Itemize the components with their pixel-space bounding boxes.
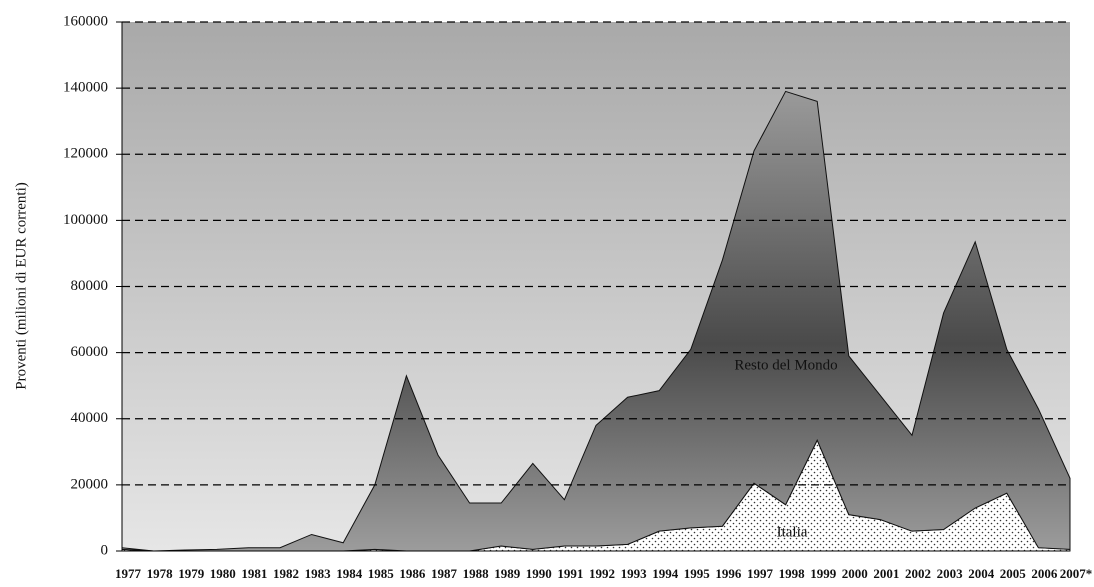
series-label: Italia — [777, 524, 808, 540]
y-tick-label: 40000 — [71, 410, 109, 426]
x-tick-label: 1991 — [557, 566, 583, 581]
y-tick-label: 20000 — [71, 476, 109, 492]
x-tick-label: 2002 — [905, 566, 931, 581]
x-tick-label: 2003 — [937, 566, 964, 581]
x-tick-label: 2006 — [1031, 566, 1058, 581]
x-tick-label: 1982 — [273, 566, 299, 581]
y-tick-label: 160000 — [63, 13, 108, 29]
y-tick-label: 140000 — [63, 80, 108, 96]
x-tick-label: 1992 — [589, 566, 615, 581]
y-tick-label: 120000 — [63, 146, 108, 162]
x-tick-label: 1997 — [747, 566, 774, 581]
x-tick-label: 1988 — [463, 566, 490, 581]
x-tick-label: 1994 — [652, 566, 679, 581]
x-tick-label: 1987 — [431, 566, 458, 581]
y-tick-label: 80000 — [71, 278, 109, 294]
x-tick-label: 1977 — [115, 566, 142, 581]
x-tick-label: 1989 — [494, 566, 521, 581]
x-tick-label: 2000 — [842, 566, 868, 581]
x-tick-label: 1983 — [305, 566, 332, 581]
x-tick-label: 1981 — [241, 566, 267, 581]
x-tick-label: 1979 — [178, 566, 205, 581]
x-tick-label: 1980 — [210, 566, 236, 581]
x-tick-label: 2004 — [968, 566, 995, 581]
x-tick-label: 1985 — [368, 566, 395, 581]
x-tick-label: 1995 — [684, 566, 711, 581]
y-tick-label: 0 — [101, 542, 109, 558]
x-tick-label: 1998 — [779, 566, 806, 581]
y-tick-label: 60000 — [71, 344, 109, 360]
series-label: Resto del Mondo — [734, 357, 837, 373]
x-tick-label: 2007* — [1060, 566, 1093, 581]
x-tick-label: 1978 — [147, 566, 174, 581]
x-tick-label: 1996 — [715, 566, 742, 581]
x-tick-label: 2001 — [873, 566, 899, 581]
x-tick-label: 1984 — [336, 566, 363, 581]
x-tick-label: 1990 — [526, 566, 552, 581]
x-tick-label: 1993 — [621, 566, 648, 581]
y-tick-label: 100000 — [63, 212, 108, 228]
y-axis-label: Proventi (milioni di EUR correnti) — [13, 182, 29, 389]
x-tick-label: 1986 — [399, 566, 426, 581]
x-tick-label: 2005 — [1000, 566, 1027, 581]
x-tick-label: 1999 — [810, 566, 837, 581]
